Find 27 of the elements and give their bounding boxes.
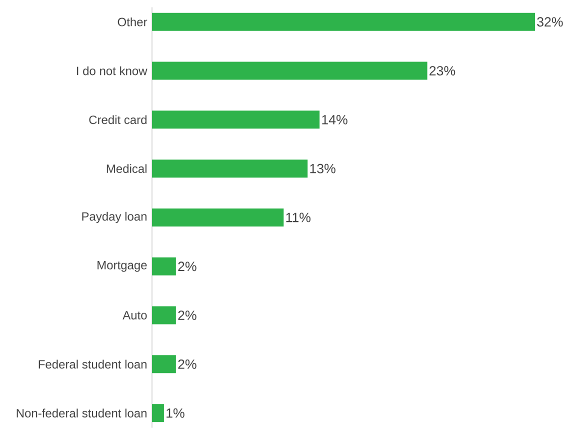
y-tick-label: Mortgage — [98, 260, 147, 272]
bar — [152, 12, 535, 31]
bar — [152, 208, 284, 226]
bar — [152, 257, 176, 276]
y-tick-label: Other — [118, 17, 148, 26]
data-label: 23% — [430, 66, 456, 76]
data-label: 2% — [178, 359, 196, 369]
data-label: 32% — [537, 17, 563, 27]
y-tick-label: I do not know — [77, 66, 148, 76]
data-label: 13% — [310, 164, 336, 174]
data-label: 14% — [322, 115, 348, 124]
y-tick-label: Credit card — [89, 115, 146, 124]
bar — [152, 110, 320, 129]
data-label: 11% — [286, 212, 310, 222]
y-tick-label: Medical — [106, 164, 146, 173]
bar — [152, 355, 176, 374]
data-label: 2% — [178, 310, 196, 320]
data-label: 2% — [178, 262, 196, 272]
y-tick-label: Payday loan — [82, 212, 146, 224]
bar — [152, 62, 428, 80]
bar — [152, 306, 176, 324]
y-tick-label: Federal student loan — [38, 360, 146, 369]
bar — [152, 404, 164, 422]
y-tick-label: Auto — [122, 311, 147, 320]
y-tick-label: Non-federal student loan — [16, 408, 146, 418]
data-label: 1% — [166, 408, 184, 418]
bar — [152, 160, 308, 178]
